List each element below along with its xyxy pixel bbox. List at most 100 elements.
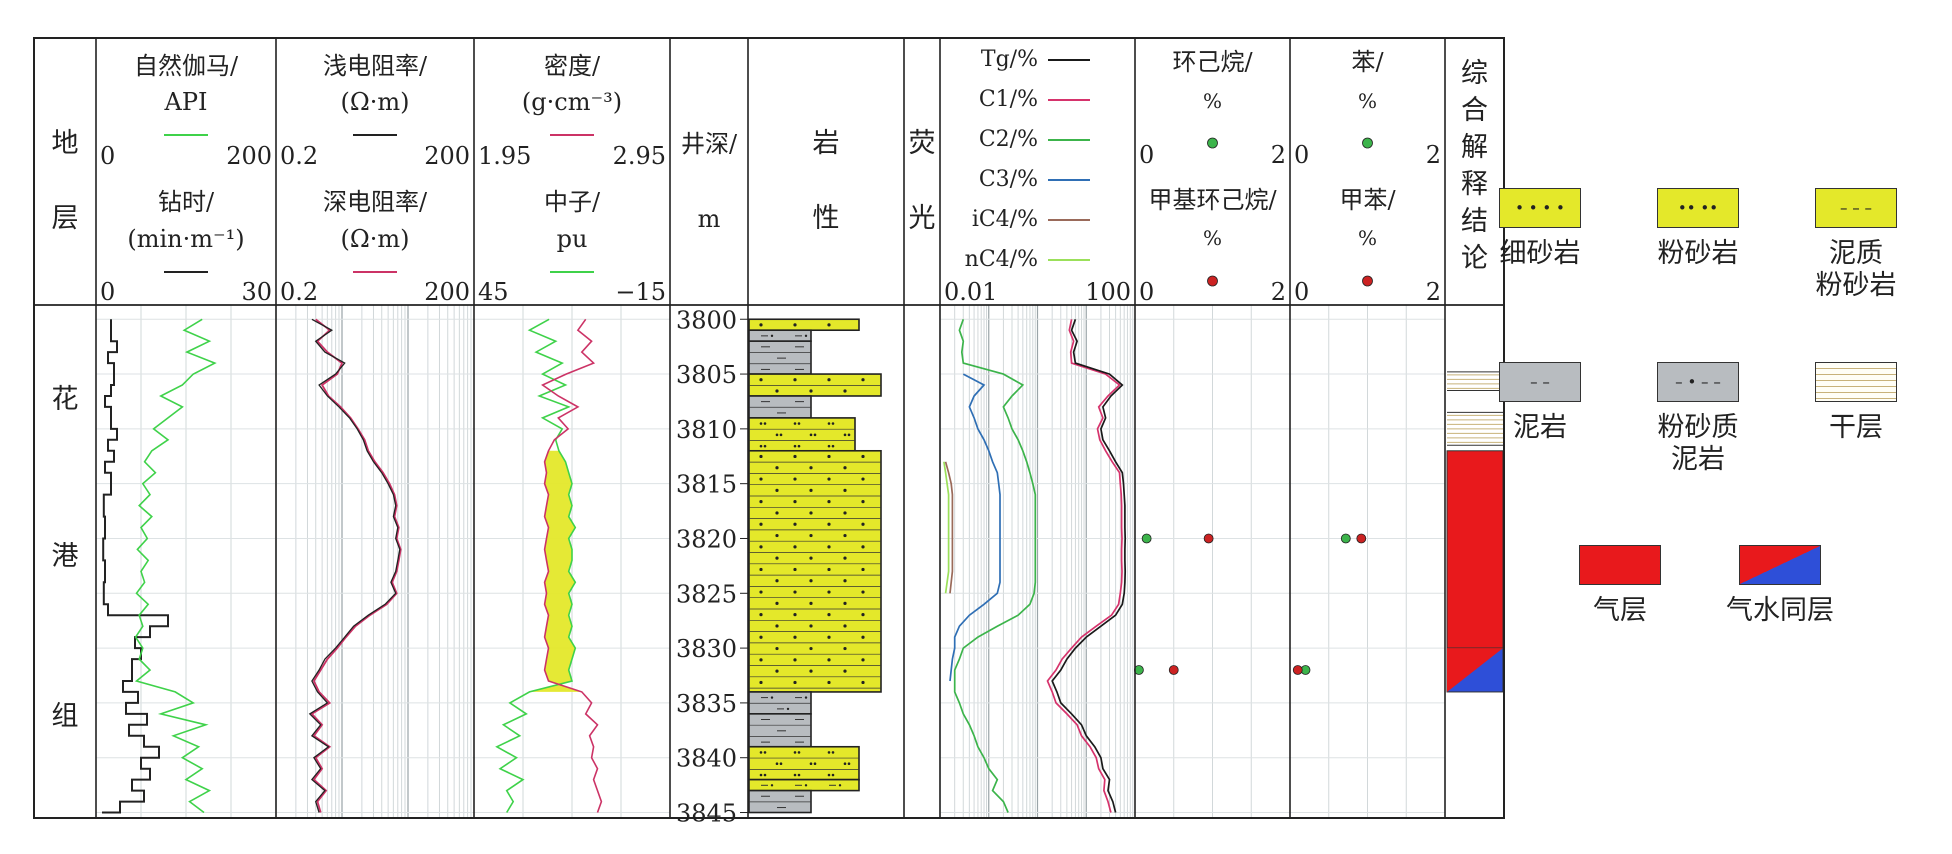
legend-item-siltstone: •• •• 粉砂岩 <box>1603 188 1793 270</box>
interpretation-header-char: 解 <box>1461 132 1488 163</box>
lithology-dot <box>809 433 813 437</box>
gas-series-curve <box>953 319 1037 813</box>
gas-axis-max: 100 <box>1085 278 1131 306</box>
depth-header: 井深/ <box>681 130 738 158</box>
benzene-top-unit: % <box>1358 89 1377 113</box>
lithology-dot <box>809 533 813 538</box>
lithology-dot <box>843 556 847 560</box>
lithology-dot <box>775 466 779 470</box>
lithology-dot <box>759 444 763 448</box>
depth-tick-label: 3840 <box>676 745 737 773</box>
neutron-curve <box>495 318 577 813</box>
depth-tick-label: 3825 <box>676 580 737 608</box>
lithology-dot <box>847 762 851 765</box>
lithology-dot <box>861 567 865 572</box>
lithology-dot <box>759 680 763 685</box>
formation-name-char: 花 <box>52 384 79 415</box>
drill-time-curve <box>102 319 169 814</box>
lithology-dot <box>804 334 808 338</box>
lithology-dot <box>775 669 779 673</box>
lithology-dot <box>827 567 831 572</box>
cyclohexane-point <box>1203 533 1214 544</box>
legend-swatch-muddy-siltstone: – – – <box>1815 188 1897 228</box>
legend-label-line: 细砂岩 <box>1499 238 1581 269</box>
resistivity-top-unit: (Ω·m) <box>340 88 409 116</box>
depth-tick-label: 3820 <box>676 525 737 553</box>
lithology-dot <box>843 389 847 393</box>
legend-item-gas-water: 气水同层 <box>1685 545 1875 627</box>
interp-gas-water-red <box>1447 648 1503 692</box>
gr-drill-top-max: 200 <box>226 142 272 170</box>
density-neutron-bottom-unit: pu <box>557 225 588 253</box>
lithology-layer <box>748 417 856 452</box>
legend-item-dry: 干层 <box>1761 362 1951 444</box>
interp-gas-layer <box>1446 450 1504 649</box>
lithology-dot <box>793 500 797 504</box>
legend-swatch-gas <box>1579 545 1661 585</box>
cyclohexane-top-max: 2 <box>1271 141 1286 169</box>
lithology-dot <box>843 762 847 765</box>
lithology-dot <box>861 545 865 549</box>
benzene-top-marker <box>1362 137 1373 149</box>
lithology-dot <box>809 466 813 470</box>
depth-tick-label: 3800 <box>676 306 737 334</box>
resistivity-top-min: 0.2 <box>280 142 318 170</box>
lithology-dot <box>861 590 865 594</box>
lithology-dot <box>843 601 847 605</box>
lithology-dot <box>827 500 831 504</box>
gas-legend-label: C2/% <box>979 127 1038 152</box>
legend-label: 气水同层 <box>1685 595 1875 627</box>
lithology-dot <box>813 433 817 437</box>
benzene-top-max: 2 <box>1426 141 1441 169</box>
lithology-dot <box>793 444 797 448</box>
lithology-dot <box>759 378 763 382</box>
gr-drill-bottom-unit: (min·m⁻¹) <box>127 225 244 253</box>
lithology-dot <box>843 669 847 673</box>
formation-header-char: 地 <box>52 128 79 159</box>
interpretation-header-char: 综 <box>1461 58 1488 89</box>
lithology-dot <box>827 613 831 617</box>
benzene-top-title: 苯/ <box>1351 48 1384 76</box>
lithology-dot <box>759 635 763 639</box>
lithology-dot <box>763 422 767 425</box>
lithology-dot <box>809 646 813 651</box>
legend-label-line: 粉砂质 <box>1657 412 1739 443</box>
lithology-header-char: 岩 <box>813 128 840 159</box>
lithology-dot <box>843 466 847 470</box>
lithology-dot <box>797 751 801 754</box>
lithology-dot <box>759 500 763 504</box>
density-neutron-bottom-title: 中子/ <box>544 188 601 216</box>
lithology-dot <box>843 533 847 538</box>
benzene-top-min: 0 <box>1294 141 1309 169</box>
lithology-dot <box>779 433 783 437</box>
density-neutron-bottom-max: −15 <box>615 278 666 306</box>
benzene-point <box>1292 665 1303 675</box>
lithology-dot <box>827 378 831 382</box>
lithology-dot <box>843 511 847 515</box>
cyclohexane-point <box>1168 665 1179 675</box>
resistivity-bottom-max: 200 <box>424 278 470 306</box>
legend-swatch-silty-mudstone: – • – – <box>1657 362 1739 402</box>
lithology-dot <box>775 488 779 492</box>
lithology-dot <box>804 784 808 787</box>
lithology-dot <box>827 635 831 639</box>
gas-series-curve <box>943 461 950 594</box>
legend-label: 干层 <box>1761 412 1951 444</box>
lithology-dot <box>759 522 763 526</box>
lithology-layer <box>748 318 860 332</box>
legend-label: 泥岩 <box>1445 412 1635 444</box>
lithology-dot <box>793 680 797 685</box>
lithology-dot <box>759 323 763 327</box>
lithology-dot <box>827 658 831 662</box>
lithology-dot <box>793 590 797 594</box>
lithology-dot <box>759 658 763 662</box>
gr-drill-top-min: 0 <box>100 142 115 170</box>
lithology-dot <box>831 751 835 754</box>
legend-label: 粉砂质 泥岩 <box>1603 412 1793 476</box>
lithology-dot <box>793 613 797 617</box>
lithology-dot <box>838 784 842 787</box>
benzene-bottom-min: 0 <box>1294 278 1309 306</box>
lithology-dot <box>759 477 763 481</box>
lithology-dot <box>797 444 801 448</box>
